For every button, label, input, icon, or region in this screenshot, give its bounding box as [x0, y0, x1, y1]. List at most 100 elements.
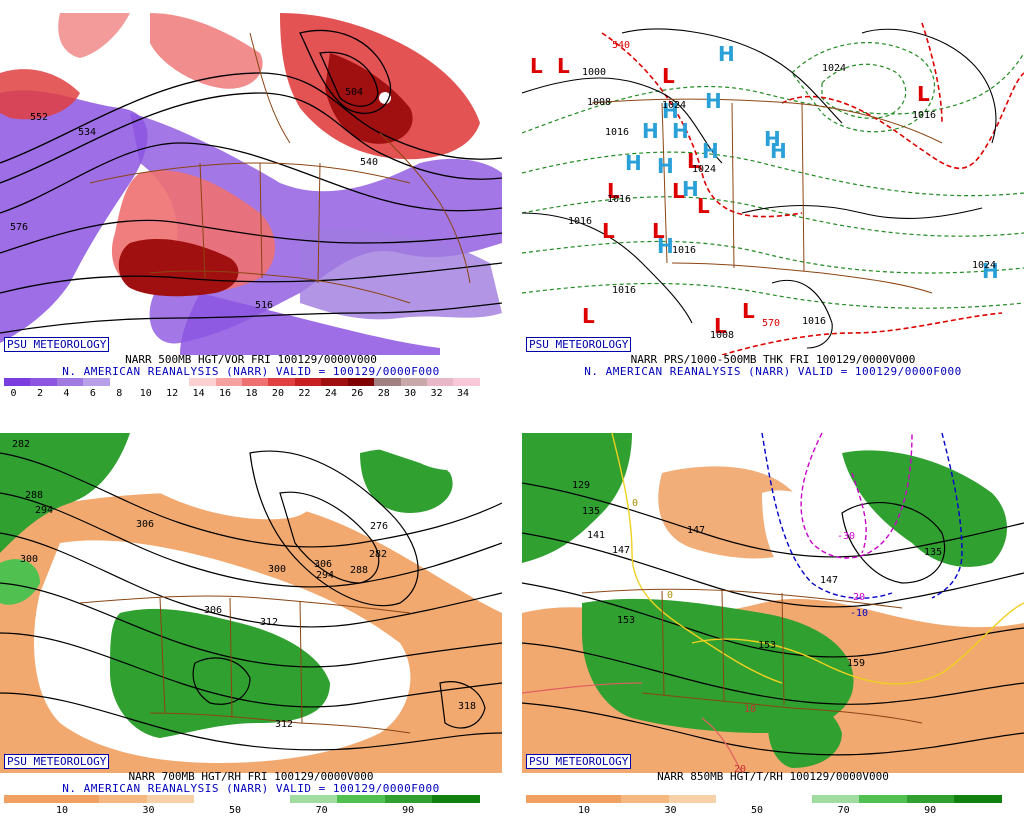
- low-pressure-marker: L: [697, 194, 710, 218]
- low-pressure-marker: L: [742, 299, 755, 323]
- isotherm-label: 10: [744, 704, 756, 715]
- high-pressure-marker: H: [657, 234, 674, 258]
- contour-label: 534: [78, 127, 96, 138]
- colorbar-swatch: [289, 795, 338, 803]
- colorbar-tick-label: 10: [577, 805, 591, 816]
- contour-label: 135: [582, 506, 600, 517]
- psu-meteorology-badge: PSU METEOROLOGY: [526, 337, 632, 352]
- colorbar-swatch: [400, 378, 427, 386]
- high-pressure-marker: H: [764, 127, 781, 151]
- colorbar-swatch: [859, 795, 907, 803]
- high-pressure-marker: H: [702, 139, 719, 163]
- rh700-map: 282 288 294 300 306 300 306 312 306 288 …: [0, 432, 502, 773]
- high-pressure-marker: H: [770, 139, 787, 163]
- colorbar-tick-label: 24: [324, 388, 337, 399]
- colorbar-tick-label: 2: [36, 388, 43, 399]
- colorbar-swatch: [374, 378, 401, 386]
- high-pressure-marker: H: [625, 151, 642, 175]
- colorbar-tick-label: 70: [837, 805, 850, 816]
- colorbar-tick-label: 50: [229, 805, 242, 816]
- colorbar-swatch: [453, 378, 480, 386]
- panel-850mb-rh: 129 135 141 147 147 153 153 159 147 -30 …: [522, 417, 1024, 817]
- contour-label: 282: [12, 439, 30, 450]
- colorbar-tick-label: 16: [219, 388, 232, 399]
- contour-label: 129: [572, 480, 590, 491]
- contour-label: 288: [25, 490, 43, 501]
- colorbar-tick-label: 10: [55, 805, 69, 816]
- contour-label: 294: [35, 505, 53, 516]
- low-pressure-marker: L: [687, 149, 700, 173]
- psu-meteorology-badge: PSU METEOROLOGY: [526, 754, 632, 769]
- vorticity-colorbar-ticks: 0 2 4 6 8 10 12 14 16 18 20 22 24 26 28 30 32 34: [4, 388, 480, 400]
- pressure-map: H H H H H H H H H H H H H L L L L L L L: [522, 13, 1024, 355]
- contour-label: 306: [204, 605, 222, 616]
- contour-label: 306: [136, 519, 154, 530]
- colorbar-tick-label: 4: [63, 388, 70, 399]
- psu-meteorology-badge: PSU METEOROLOGY: [4, 754, 110, 769]
- contour-label: 516: [255, 300, 273, 311]
- colorbar-tick-label: 30: [142, 805, 155, 816]
- isobar-label: 1016: [612, 285, 636, 296]
- colorbar-swatch: [241, 795, 290, 803]
- colorbar-swatch: [56, 378, 84, 386]
- vorticity-map: 552 534 504 540 516 576: [0, 13, 502, 355]
- psu-meteorology-badge: PSU METEOROLOGY: [4, 337, 110, 352]
- isotherm-label: -20: [847, 592, 865, 603]
- panel-title: NARR 500MB HGT/VOR FRI 100129/0000V000: [125, 353, 377, 366]
- colorbar-swatch: [162, 378, 190, 386]
- thickness-label: 570: [762, 318, 780, 329]
- low-pressure-marker: L: [917, 82, 930, 106]
- colorbar-swatch: [136, 378, 163, 386]
- panel-title: NARR 700MB HGT/RH FRI 100129/0000V000: [128, 770, 374, 783]
- isobar-label: 1016: [802, 316, 826, 327]
- colorbar-swatch: [194, 795, 242, 803]
- colorbar-tick-label: 0: [10, 388, 17, 399]
- contour-label: 504: [345, 87, 363, 98]
- contour-label: 282: [369, 549, 387, 560]
- contour-label: 159: [847, 658, 865, 669]
- rh850-map-svg: 129 135 141 147 147 153 153 159 147 -30 …: [522, 432, 1024, 774]
- colorbar-swatch: [384, 795, 433, 803]
- isobar-label: 1024: [822, 63, 846, 74]
- colorbar-swatch: [526, 795, 574, 803]
- contour-label: 300: [268, 564, 286, 575]
- low-pressure-marker: L: [607, 179, 620, 203]
- isobar-label: 1016: [672, 245, 696, 256]
- isobar-label: 1016: [607, 194, 631, 205]
- contour-label: 576: [10, 222, 28, 233]
- panel-pressure-thickness: H H H H H H H H H H H H H L L L L L L L: [522, 0, 1024, 400]
- panel-subtitle: N. AMERICAN REANALYSIS (NARR) VALID = 10…: [62, 365, 440, 378]
- high-pressure-marker: H: [662, 99, 679, 123]
- colorbar-tick-label: 90: [924, 805, 937, 816]
- colorbar-swatch: [109, 378, 137, 386]
- colorbar-tick-label: 70: [315, 805, 328, 816]
- colorbar-tick-label: 32: [430, 388, 443, 399]
- contour-label: 552: [30, 112, 48, 123]
- colorbar-swatch: [621, 795, 669, 803]
- colorbar-swatch: [146, 795, 195, 803]
- colorbar-swatch: [294, 378, 322, 386]
- colorbar-tick-label: 30: [404, 388, 417, 399]
- low-pressure-marker: L: [714, 314, 727, 338]
- colorbar-swatch: [337, 795, 385, 803]
- colorbar-tick-label: 8: [116, 388, 123, 399]
- panel-title: NARR 850MB HGT/T/RH 100129/0000V000: [657, 770, 889, 783]
- low-pressure-marker: L: [530, 54, 543, 78]
- isobar-label: 1024: [972, 260, 996, 271]
- isobar-label: 1024: [662, 100, 686, 111]
- colorbar-swatch: [573, 795, 622, 803]
- colorbar-tick-label: 30: [664, 805, 677, 816]
- colorbar-tick-label: 34: [457, 388, 470, 399]
- high-pressure-marker: H: [705, 89, 722, 113]
- high-pressure-marker: H: [718, 42, 735, 66]
- contour-label: 306: [314, 559, 332, 570]
- high-pressure-marker: H: [682, 177, 699, 201]
- contour-label: 276: [370, 521, 388, 532]
- contour-label: 135: [924, 547, 942, 558]
- panel-500mb-vorticity: 552 534 504 540 516 576 PSU METEOROLOGY …: [0, 0, 502, 400]
- colorbar-tick-label: 12: [166, 388, 179, 399]
- isotherm-label: -10: [850, 608, 868, 619]
- thickness-label: 540: [612, 40, 630, 51]
- rh-colorbar: [526, 795, 1002, 803]
- contour-label: 318: [458, 701, 476, 712]
